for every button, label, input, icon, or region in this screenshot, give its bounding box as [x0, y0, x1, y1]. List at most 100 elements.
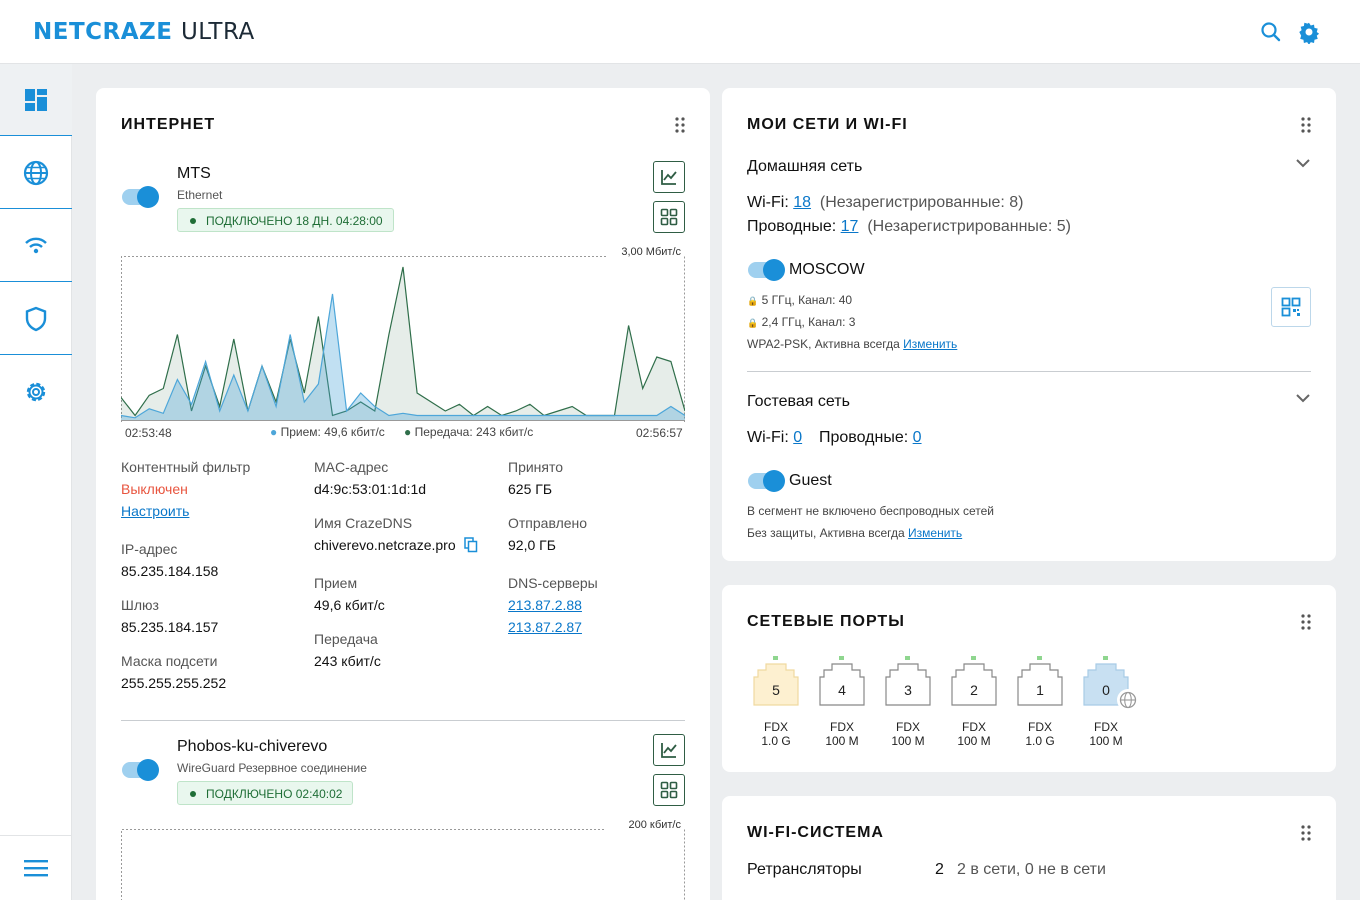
chart-button[interactable]	[653, 734, 685, 766]
ip-value: 85.235.184.158	[121, 563, 219, 579]
drag-handle-icon[interactable]	[1301, 117, 1311, 133]
sidebar-item-dashboard[interactable]	[0, 64, 72, 136]
ethernet-port-icon	[885, 656, 931, 706]
drag-handle-icon[interactable]	[1301, 614, 1311, 630]
home-network-title: Домашняя сеть	[747, 158, 863, 175]
repeaters-count: 2	[935, 861, 944, 878]
port-number: 4	[838, 682, 846, 698]
drag-handle-icon[interactable]	[1301, 825, 1311, 841]
port-4[interactable]: 4	[818, 655, 866, 735]
grid-button[interactable]	[653, 201, 685, 233]
guest-change-link[interactable]: Изменить	[908, 526, 963, 540]
series-area-rx	[121, 294, 685, 420]
rx-value: 49,6 кбит/с	[314, 597, 385, 613]
dashboard-icon	[25, 88, 47, 111]
sidebar-item-security[interactable]	[0, 283, 72, 355]
home-wifi-count-link[interactable]: 18	[793, 194, 812, 211]
home-wired-line: Проводные: 17 (Незарегистрированные: 5)	[747, 218, 1071, 235]
dns-server-link[interactable]: 213.87.2.87	[508, 619, 582, 635]
grid-button[interactable]	[653, 774, 685, 806]
guest-toggle[interactable]	[748, 470, 785, 492]
guest-note: В сегмент не включено беспроводных сетей	[747, 504, 994, 518]
band-5ghz: 🔒 5 ГГц, Канал: 40	[747, 293, 853, 307]
chart-icon	[661, 170, 677, 185]
home-wifi-line: Wi-Fi: 18 (Незарегистрированные: 8)	[747, 194, 1024, 211]
port-2[interactable]: 2	[950, 655, 998, 735]
port-number: 3	[904, 682, 912, 698]
drag-handle-icon[interactable]	[675, 117, 685, 133]
filter-configure-link[interactable]: Настроить	[121, 503, 190, 519]
port-duplex: FDX	[830, 720, 854, 734]
traffic-chart	[121, 829, 685, 900]
guest-security: Без защиты, Активна всегда Изменить	[747, 526, 963, 540]
sidebar-item-wifi[interactable]	[0, 210, 72, 282]
port-1[interactable]: 1	[1016, 655, 1064, 735]
networks-card: МОИ СЕТИ И WI-FI Домашняя сеть Wi-Fi: 18…	[722, 88, 1336, 561]
port-info: FDX 100 M	[950, 720, 998, 748]
hamburger-icon	[24, 860, 48, 877]
port-speed: 100 M	[1089, 734, 1123, 748]
chart-max-label: 200 кбит/с	[628, 819, 681, 831]
port-number: 2	[970, 682, 978, 698]
home-change-link[interactable]: Изменить	[903, 337, 958, 351]
mts-toggle[interactable]	[122, 186, 159, 208]
guest-network-title: Гостевая сеть	[747, 393, 850, 410]
divider	[121, 720, 685, 721]
gear-icon	[26, 382, 46, 402]
received-label: Принято	[508, 459, 564, 475]
legend-tx: ● Передача: 243 кбит/с	[404, 425, 534, 439]
traffic-chart	[121, 256, 685, 422]
mask-value: 255.255.255.252	[121, 675, 227, 691]
ports-card: СЕТЕВЫЕ ПОРТЫ 5 FDX 1.0 G 4 FDX 100 M 3 FDX 100 …	[722, 585, 1336, 772]
status-badge: ПОДКЛЮЧЕНО 18 ДН. 04:28:00	[177, 208, 394, 232]
port-number: 5	[772, 682, 780, 698]
ip-label: IP-адрес	[121, 541, 178, 557]
copy-icon[interactable]	[464, 537, 478, 553]
moscow-toggle[interactable]	[748, 259, 785, 281]
grid-icon	[660, 208, 678, 226]
search-icon[interactable]	[1259, 20, 1283, 44]
filter-value: Выключен	[121, 481, 188, 497]
chart-icon	[661, 743, 677, 758]
wireguard-toggle[interactable]	[122, 759, 159, 781]
port-duplex: FDX	[1028, 720, 1052, 734]
port-info: FDX 100 M	[1082, 720, 1130, 748]
chart-button[interactable]	[653, 161, 685, 193]
mac-value: d4:9c:53:01:1d:1d	[314, 481, 427, 497]
gear-icon[interactable]	[1297, 20, 1321, 45]
port-3[interactable]: 3	[884, 655, 932, 735]
chart-max-label: 3,00 Мбит/с	[621, 246, 681, 258]
port-duplex: FDX	[962, 720, 986, 734]
sidebar-item-settings[interactable]	[0, 356, 72, 428]
sidebar-item-internet[interactable]	[0, 137, 72, 209]
home-wired-count-link[interactable]: 17	[840, 218, 859, 235]
series-line-rx	[121, 293, 685, 419]
port-speed: 100 M	[825, 734, 859, 748]
chevron-down-icon[interactable]	[1295, 393, 1311, 403]
port-speed: 1.0 G	[1025, 734, 1055, 748]
mac-label: MAC-адрес	[314, 459, 389, 475]
mask-label: Маска подсети	[121, 653, 218, 669]
port-5[interactable]: 5	[752, 655, 800, 735]
qr-button[interactable]	[1271, 287, 1311, 327]
guest-wifi-line: Wi-Fi: 0	[747, 429, 803, 446]
port-number: 1	[1036, 682, 1044, 698]
port-info: FDX 1.0 G	[752, 720, 800, 748]
guest-wired-count-link[interactable]: 0	[912, 429, 922, 446]
connection-name: Phobos-ku-chiverevo	[177, 738, 328, 755]
chevron-down-icon[interactable]	[1295, 158, 1311, 168]
dns-server-link[interactable]: 213.87.2.88	[508, 597, 582, 613]
ssid-name: MOSCOW	[789, 261, 865, 278]
status-badge: ПОДКЛЮЧЕНО 02:40:02	[177, 781, 354, 805]
connection-type: Ethernet	[177, 188, 223, 202]
port-info: FDX 100 M	[818, 720, 866, 748]
crazedns-label: Имя CrazeDNS	[314, 515, 413, 531]
guest-wired-line: Проводные: 0	[819, 429, 922, 446]
card-title: ИНТЕРНЕТ	[121, 116, 216, 133]
logo: NETCRAZE ULTRA	[33, 19, 255, 45]
port-duplex: FDX	[1094, 720, 1118, 734]
guest-wifi-count-link[interactable]: 0	[793, 429, 803, 446]
sidebar-menu-toggle[interactable]	[0, 835, 72, 900]
lock-icon: 🔒	[747, 318, 759, 328]
card-title: МОИ СЕТИ И WI-FI	[747, 116, 908, 133]
